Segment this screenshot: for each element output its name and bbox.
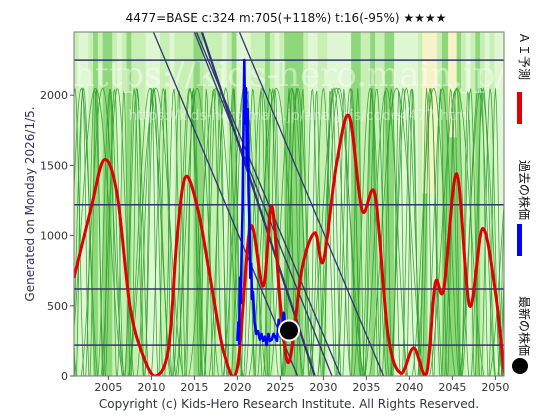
x-tick-label: 2035 [352, 381, 380, 394]
y-tick-label: 500 [47, 300, 68, 313]
cycle-line [74, 87, 504, 376]
watermark-sub: https://kids-hero.main.jp/analysis/code4… [128, 108, 471, 124]
diagonal-guide [200, 32, 316, 376]
legend-forecast-label: ＡＩ予測 [517, 32, 531, 80]
x-axis: 2005 2010 2015 2020 2025 2030 2035 2040 2045 2050 [94, 376, 509, 394]
plot-frame [73, 31, 505, 377]
past-price-line [236, 58, 291, 347]
cycle-lines [74, 87, 504, 376]
diagonal-guide [238, 32, 385, 376]
y-axis: 0 500 1000 1500 2000 [40, 89, 74, 383]
x-tick-label: 2040 [395, 381, 423, 394]
chart-title: 4477=BASE c:324 m:705(+118%) t:16(-95%) … [126, 11, 447, 25]
legend-forecast-swatch [517, 92, 522, 124]
y-axis-label: Generated on Monday 2026/1/5. [23, 106, 37, 301]
x-tick-label: 2005 [94, 381, 122, 394]
legend: ＡＩ予測 過去の株価 最新の株価 [512, 32, 532, 374]
legend-latest-label: 最新の株価 [517, 296, 532, 356]
x-tick-label: 2030 [309, 381, 337, 394]
y-tick-label: 1500 [40, 159, 68, 172]
x-tick-label: 2020 [223, 381, 251, 394]
x-tick-label: 2045 [438, 381, 466, 394]
copyright-footer: Copyright (c) Kids-Hero Research Institu… [99, 397, 479, 411]
y-tick-label: 0 [61, 370, 68, 383]
diagonal-guide [193, 32, 333, 376]
latest-price-point [278, 319, 300, 342]
diagonal-guide [152, 32, 299, 376]
y-tick-label: 1000 [40, 230, 68, 243]
y-tick-label: 2000 [40, 89, 68, 102]
cycle-line [74, 87, 504, 376]
cream-column [448, 32, 457, 138]
x-tick-label: 2050 [481, 381, 509, 394]
diagonal-guide [195, 32, 342, 376]
cycle-line [74, 87, 503, 376]
legend-latest-swatch [512, 358, 528, 374]
x-tick-label: 2010 [137, 381, 165, 394]
horizontal-levels [74, 59, 504, 346]
legend-past-label: 過去の株価 [517, 160, 532, 220]
x-tick-label: 2015 [180, 381, 208, 394]
x-tick-label: 2025 [266, 381, 294, 394]
watermark-main: https://kids-hero.main.jp/ [73, 55, 507, 95]
diagonal-guides [152, 32, 385, 376]
latest-marker [278, 319, 300, 342]
past-series [236, 58, 291, 347]
legend-past-swatch [517, 224, 522, 256]
